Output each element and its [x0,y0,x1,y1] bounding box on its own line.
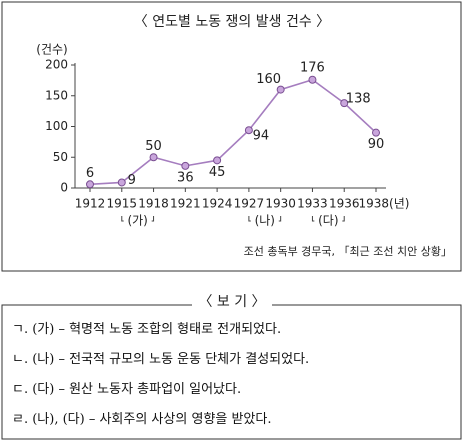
data-label: 6 [86,166,94,181]
x-tick-label: 1936 [329,197,360,211]
x-tick-label: 1918 [138,197,169,211]
y-tick-label: 0 [60,181,68,195]
data-label: 90 [368,137,385,152]
data-label: 36 [177,170,194,185]
x-tick-label: 1915 [107,197,138,211]
option-item: ㄴ. (나) – 전국적 규모의 노동 운동 단체가 결성되었다. [12,352,310,367]
x-tick-label: 1930 [265,197,296,211]
period-bracket [248,216,282,222]
data-point [276,85,285,94]
chart-frame [1,1,462,272]
x-tick-label: 1938(년) [359,197,410,211]
data-point [86,180,94,189]
x-tick-label: 1924 [202,197,233,211]
data-point [149,153,158,162]
period-bracket [311,216,345,222]
data-label: 176 [300,60,325,75]
data-point [117,178,126,187]
x-tick-label: 1933 [297,197,328,211]
options-title-bg [192,294,272,312]
data-point [244,126,253,135]
option-item: ㄹ. (나), (다) – 사회주의 사상의 영향을 받았다. [12,412,272,427]
data-point [181,161,190,170]
data-point [308,75,317,84]
period-label: (나) [255,214,275,228]
data-label: 50 [145,139,162,154]
data-label: 138 [346,92,371,107]
data-point [340,99,349,108]
y-tick-label: 100 [45,119,68,133]
y-tick-label: 50 [53,150,68,164]
option-item: ㄱ. (가) – 혁명적 노동 조합의 형태로 전개되었다. [12,322,282,337]
data-label: 94 [253,129,270,144]
x-tick-label: 1912 [75,197,106,211]
y-tick-label: 150 [45,88,68,102]
data-line [89,78,377,186]
y-axis-label: (건수) [36,43,67,57]
x-tick-label: 1927 [234,197,265,211]
data-label: 45 [209,165,226,180]
chart-title: 〈 연도별 노동 쟁의 발생 건수 〉 [134,14,330,30]
data-label: 9 [128,173,136,188]
source: 조선 총독부 경무국, 「최근 조선 치안 상황」 [244,245,452,258]
option-item: ㄷ. (다) – 원산 노동자 총파업이 일어났다. [12,382,242,397]
y-tick-label: 200 [45,58,68,72]
options-title: 〈 보 기 〉 [198,294,265,310]
x-tick-label: 1921 [170,197,201,211]
data-point [372,128,380,137]
data-label: 160 [256,72,281,87]
period-bracket [121,216,155,222]
period-label: (가) [127,214,147,228]
period-label: (다) [318,214,338,228]
data-point [213,156,222,165]
